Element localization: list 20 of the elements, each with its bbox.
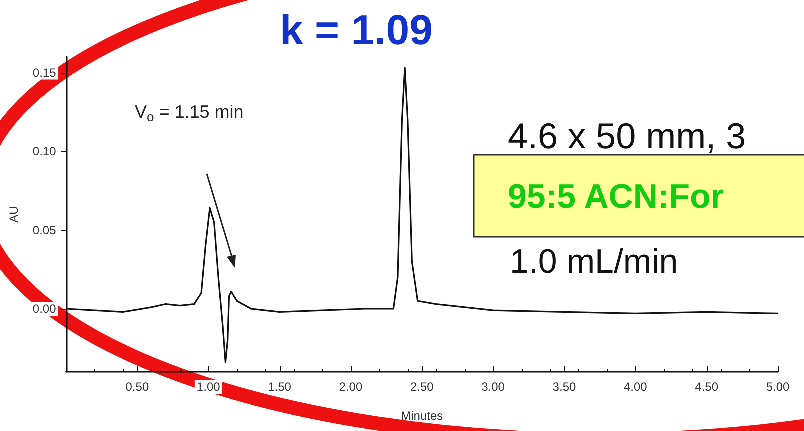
annotation: 95:5 ACN:For <box>508 178 724 216</box>
x-tick-label: 3.00 <box>482 380 506 394</box>
x-tick-label: 4.50 <box>695 380 719 394</box>
x-tick-label: 1.00 <box>196 380 221 394</box>
x-tick-label: 4.00 <box>624 380 648 394</box>
y-axis-title: AU <box>7 206 21 223</box>
x-axis-title: Minutes <box>401 409 444 423</box>
annotation: 4.6 x 50 mm, 3 <box>508 116 746 156</box>
y-tick-label: 0.15 <box>32 66 57 80</box>
y-tick-label: 0.00 <box>32 302 57 316</box>
y-tick-label: 0.10 <box>32 144 57 158</box>
annotation: 1.0 mL/min <box>510 243 678 281</box>
chart-title: k = 1.09 <box>280 6 433 54</box>
x-tick-label: 1.50 <box>268 380 292 394</box>
x-tick-label: 2.00 <box>339 380 363 394</box>
y-tick-label: 0.05 <box>32 223 57 238</box>
x-tick-label: 0.50 <box>126 380 150 394</box>
x-tick-label: 2.50 <box>410 380 434 394</box>
x-tick-label: 5.00 <box>766 380 790 394</box>
x-tick-label: 3.50 <box>552 380 576 394</box>
